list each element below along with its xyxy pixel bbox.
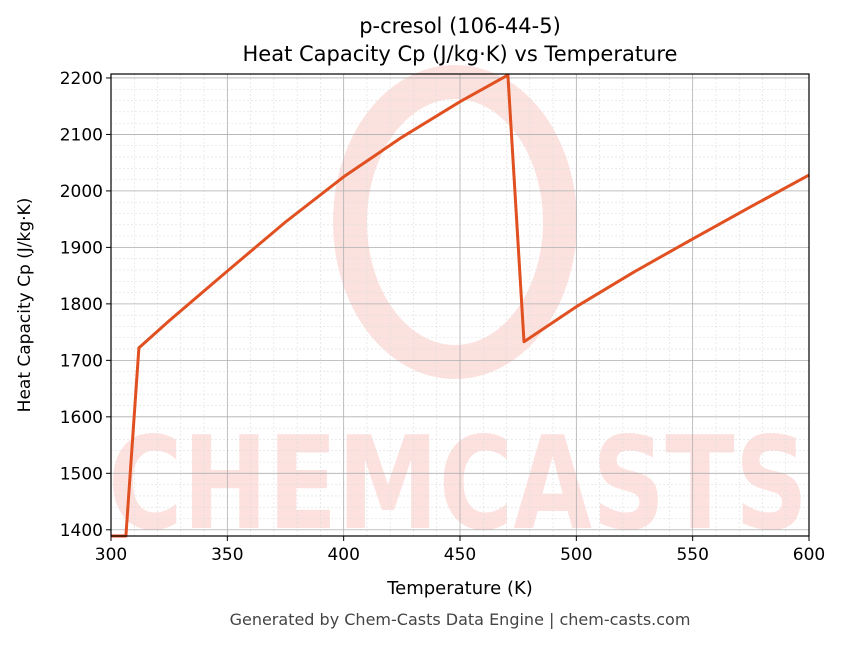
chart-subtitle: Heat Capacity Cp (J/kg·K) vs Temperature	[243, 42, 678, 66]
watermark-logo-ring	[333, 65, 577, 379]
chart-title: p-cresol (106-44-5)	[359, 14, 561, 38]
footer-credit: Generated by Chem-Casts Data Engine | ch…	[230, 610, 691, 629]
x-tick-label: 550	[676, 545, 708, 565]
y-tick-label: 1800	[60, 295, 103, 315]
x-tick-label: 300	[95, 545, 127, 565]
x-tick-label: 450	[444, 545, 476, 565]
chemcasts-watermark: CHEMCASTS	[108, 65, 808, 559]
x-tick-label: 600	[793, 545, 825, 565]
x-tick-label: 400	[327, 545, 359, 565]
y-tick-label: 2200	[60, 69, 103, 89]
y-tick-label: 1900	[60, 238, 103, 258]
y-tick-label: 1400	[60, 521, 103, 541]
y-tick-label: 1600	[60, 408, 103, 428]
y-tick-label: 1700	[60, 351, 103, 371]
y-tick-label: 2100	[60, 125, 103, 145]
y-axis-label: Heat Capacity Cp (J/kg·K)	[15, 198, 35, 413]
x-tick-label: 350	[211, 545, 243, 565]
series-line-cp	[111, 73, 810, 538]
y-tick-label: 2000	[60, 182, 103, 202]
x-axis-label: Temperature (K)	[386, 578, 533, 599]
x-tick-label: 500	[560, 545, 592, 565]
y-tick-label: 1500	[60, 464, 103, 484]
